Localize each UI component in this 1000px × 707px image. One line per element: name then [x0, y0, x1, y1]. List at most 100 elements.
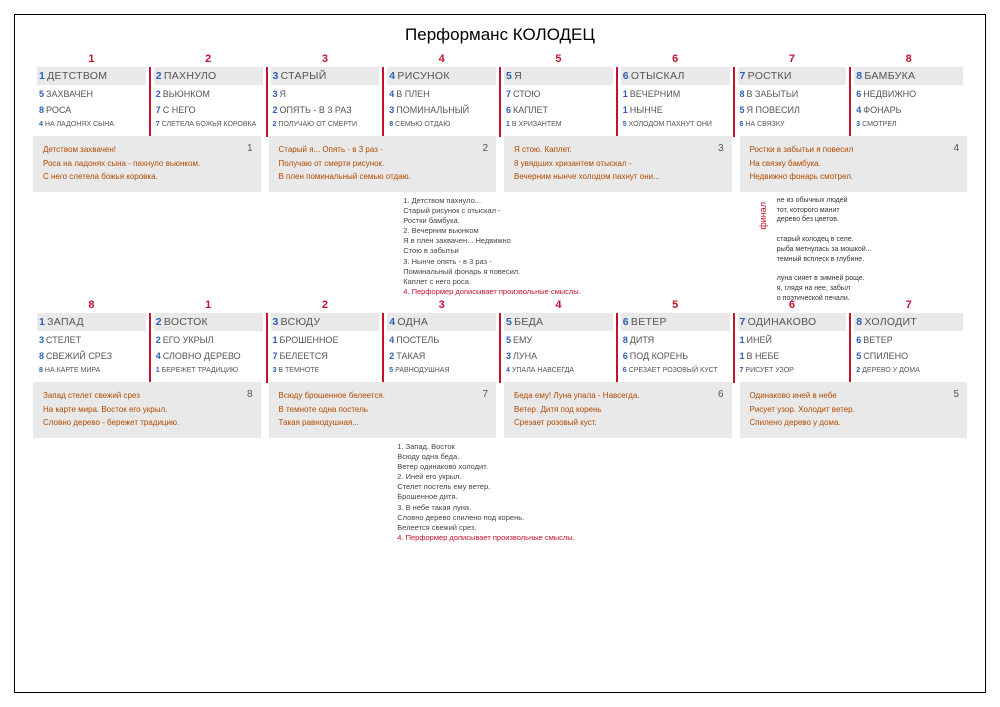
grid-cell: 7СТОЮ [504, 85, 613, 101]
grid-cell: 7С НЕГО [154, 101, 263, 117]
grid-cell: 5РАВНОДУШНАЯ [387, 363, 496, 376]
grid-cell: 1В ХРИЗАНТЕМ [504, 117, 613, 130]
grid-column: 12ВОСТОК2ЕГО УКРЫЛ4СЛОВНО ДЕРЕВО1БЕРЕЖЕТ… [150, 299, 267, 376]
note-line-red: 4. Перформер дописывает произвольные смы… [403, 287, 715, 297]
grid-column: 88БАМБУКА6НЕДВИЖНО4ФОНАРЬ3СМОТРЕЛ [850, 53, 967, 130]
grid-cell: 3ПОМИНАЛЬНЫЙ [387, 101, 496, 117]
poem-number: 3 [718, 140, 724, 157]
column-top-number: 2 [271, 299, 380, 311]
grid-cell: 3Я [271, 85, 380, 101]
poem-line: На карте мира. Восток его укрыл. [43, 403, 251, 417]
column-top-number: 4 [387, 53, 496, 65]
poem-line: С него слетела божья коровка. [43, 170, 251, 184]
note-line: Каплет с него роса. [403, 277, 715, 287]
block2-poems: 8Запад стелет свежий срезНа карте мира. … [33, 382, 967, 438]
poem-number: 6 [718, 386, 724, 403]
column-header: 4ОДНА [387, 313, 496, 331]
grid-cell: 6НЕДВИЖНО [854, 85, 963, 101]
grid-cell: 7БЕЛЕЕТСЯ [271, 347, 380, 363]
grid-column: 33СТАРЫЙ3Я2ОПЯТЬ - В 3 РАЗ2ПОЛУЧАЮ ОТ СМ… [267, 53, 384, 130]
column-header: 8БАМБУКА [854, 67, 963, 85]
bottom-notes: 1. Запад. Восток Всюду одна беда. Ветер … [397, 442, 771, 543]
final-line: не из обычных людей [777, 196, 927, 206]
note-line: 2. Вечерним вьюнком [403, 226, 715, 236]
poem-line: 8 увядших хризантем отыскал - [514, 157, 722, 171]
note-line: Всюду одна беда. [397, 452, 771, 462]
column-header: 1ЗАПАД [37, 313, 146, 331]
note-line: Словно дерево спилено под корень. [397, 513, 771, 523]
poem-box: 6Беда ему! Луна упала - Навсегда.Ветер. … [504, 382, 732, 438]
grid-cell: 7РИСУЕТ УЗОР [738, 363, 847, 376]
grid-cell: 4В ПЛЕН [387, 85, 496, 101]
grid-column: 81ЗАПАД3СТЕЛЕТ8СВЕЖИЙ СРЕЗ8НА КАРТЕ МИРА [33, 299, 150, 376]
grid-cell: 5ХОЛОДОМ ПАХНУТ ОНИ [621, 117, 730, 130]
grid-cell: 1ИНЕЙ [738, 331, 847, 347]
poem-line: В темноте одна постель [279, 403, 487, 417]
grid-cell: 6НА СВЯЗКУ [738, 117, 847, 130]
poem-line: Одинаково иней в небе [750, 389, 958, 403]
final-line: темный всплеск в глубине. [777, 255, 927, 265]
poem-box: 3Я стою. Каплет.8 увядших хризантем отыс… [504, 136, 732, 192]
grid-cell: 5ЕМУ [504, 331, 613, 347]
grid-cell: 8ДИТЯ [621, 331, 730, 347]
column-header: 6ВЕТЕР [621, 313, 730, 331]
poem-line: Запад стелет свежий срез [43, 389, 251, 403]
poem-line: Я стою. Каплет. [514, 143, 722, 157]
mid-section: 1. Детством пахнуло... Старый рисунок с … [33, 196, 967, 297]
final-line: рыба метнулась за мошкой... [777, 245, 927, 255]
column-top-number: 3 [387, 299, 496, 311]
grid-column: 66ОТЫСКАЛ1ВЕЧЕРНИМ1НЫНЧЕ5ХОЛОДОМ ПАХНУТ … [617, 53, 734, 130]
grid-cell: 8СЕМЬЮ ОТДАЮ [387, 117, 496, 130]
column-header: 8ХОЛОДИТ [854, 313, 963, 331]
note-line: Белеется свежий срез. [397, 523, 771, 533]
poem-line: Получаю от смерти рисунок. [279, 157, 487, 171]
column-top-number: 1 [37, 53, 146, 65]
poem-line: Спилено дерево у дома. [750, 416, 958, 430]
poem-line: Всюду брошенное белеется. [279, 389, 487, 403]
poem-line: Рисует узор. Холодит ветер. [750, 403, 958, 417]
grid-column: 78ХОЛОДИТ6ВЕТЕР5СПИЛЕНО2ДЕРЕВО У ДОМА [850, 299, 967, 376]
grid-cell: 6ПОД КОРЕНЬ [621, 347, 730, 363]
final-line [777, 225, 927, 235]
grid-cell: 1БРОШЕННОЕ [271, 331, 380, 347]
column-top-number: 8 [37, 299, 146, 311]
poem-box: 2Старый я... Опять - в 3 раз -Получаю от… [269, 136, 497, 192]
column-top-number: 8 [854, 53, 963, 65]
column-header: 2ВОСТОК [154, 313, 263, 331]
poem-number: 2 [482, 140, 488, 157]
poem-line: На связку бамбука. [750, 157, 958, 171]
poem-line: Вечерним нынче холодом пахнут они... [514, 170, 722, 184]
grid-column: 55Я7СТОЮ6КАПЛЕТ1В ХРИЗАНТЕМ [500, 53, 617, 130]
grid-cell: 1В НЕБЕ [738, 347, 847, 363]
note-line: Старый рисунок с отыскал - [403, 206, 715, 216]
grid-cell: 3ЛУНА [504, 347, 613, 363]
grid-cell: 2ПОЛУЧАЮ ОТ СМЕРТИ [271, 117, 380, 130]
grid-column: 22ПАХНУЛО2ВЬЮНКОМ7С НЕГО7СЛЕТЕЛА БОЖЬЯ К… [150, 53, 267, 130]
column-top-number: 7 [854, 299, 963, 311]
block2-grid: 81ЗАПАД3СТЕЛЕТ8СВЕЖИЙ СРЕЗ8НА КАРТЕ МИРА… [33, 299, 967, 376]
column-header: 6ОТЫСКАЛ [621, 67, 730, 85]
column-header: 2ПАХНУЛО [154, 67, 263, 85]
grid-cell: 8В ЗАБЫТЬИ [738, 85, 847, 101]
poem-line: Недвижно фонарь смотрел. [750, 170, 958, 184]
final-line: старый колодец в селе. [777, 235, 927, 245]
poem-line: Ростки в забытьи я повесил [750, 143, 958, 157]
poem-line: В плен поминальный семью отдаю. [279, 170, 487, 184]
grid-cell: 3СТЕЛЕТ [37, 331, 146, 347]
grid-cell: 7СЛЕТЕЛА БОЖЬЯ КОРОВКА [154, 117, 263, 130]
column-top-number: 4 [504, 299, 613, 311]
final-line: тот, которого манит [777, 206, 927, 216]
page-title: Перформанс КОЛОДЕЦ [33, 25, 967, 45]
grid-cell: 4УПАЛА НАВСЕГДА [504, 363, 613, 376]
block1-poems: 1Детством захвачен!Роса на ладонях сына … [33, 136, 967, 192]
grid-column: 23ВСЮДУ1БРОШЕННОЕ7БЕЛЕЕТСЯ3В ТЕМНОТЕ [267, 299, 384, 376]
column-header: 5Я [504, 67, 613, 85]
poem-box: 7Всюду брошенное белеется.В темноте одна… [269, 382, 497, 438]
note-line-red: 4. Перформер дописывает произвольные смы… [397, 533, 771, 543]
poem-line: Беда ему! Луна упала - Навсегда. [514, 389, 722, 403]
column-top-number: 1 [154, 299, 263, 311]
grid-cell: 3В ТЕМНОТЕ [271, 363, 380, 376]
grid-column: 11ДЕТСТВОМ5ЗАХВАЧЕН8РОСА4НА ЛАДОНЯХ СЫНА [33, 53, 150, 130]
grid-cell: 6СРЕЗАЕТ РОЗОВЫЙ КУСТ [621, 363, 730, 376]
column-header: 7ОДИНАКОВО [738, 313, 847, 331]
